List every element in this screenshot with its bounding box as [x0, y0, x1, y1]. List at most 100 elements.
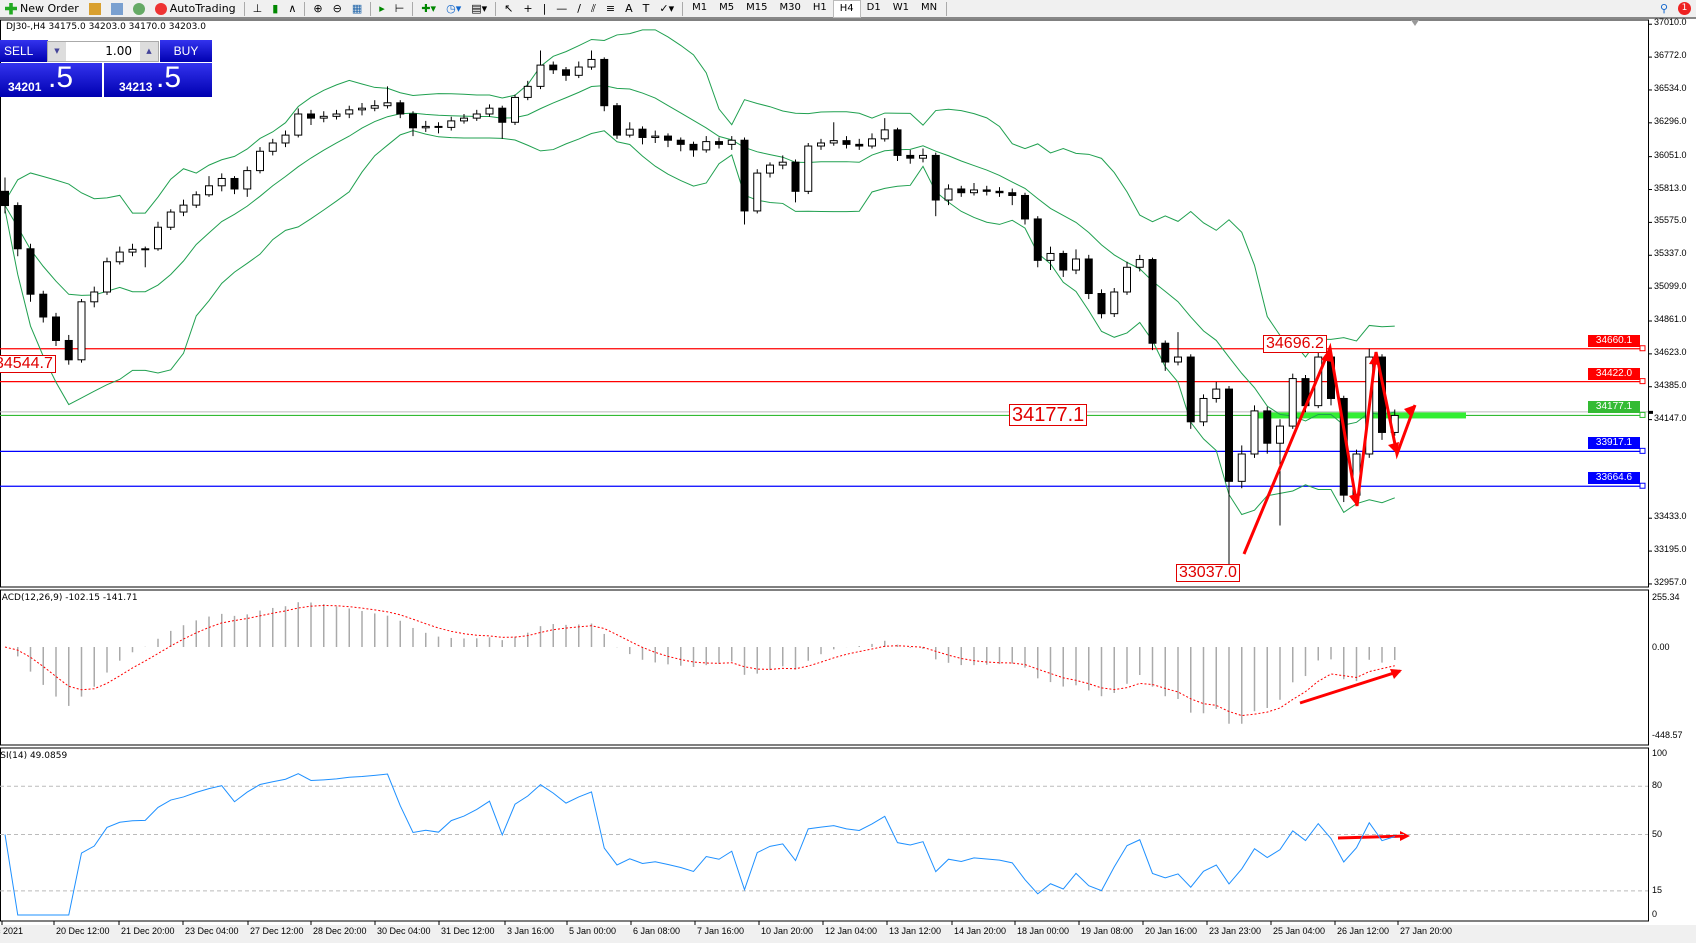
history-icon[interactable] — [88, 2, 101, 15]
level-handle[interactable] — [1639, 411, 1646, 418]
auto-trading-icon — [154, 2, 167, 15]
volume-field[interactable]: ▼ 1.00 ▲ — [47, 41, 159, 62]
crosshair-icon[interactable]: + — [523, 2, 533, 15]
candle-bull — [192, 194, 201, 206]
arrows-icon[interactable]: ✓▾ — [659, 2, 675, 15]
level-handle[interactable] — [1639, 378, 1646, 385]
time-axis-label: 19 Jan 08:00 — [1081, 926, 1134, 936]
sell-button[interactable]: SELL — [0, 40, 48, 62]
price-annotation-high[interactable]: 34696.2 — [1263, 335, 1327, 353]
chart-shift-icon[interactable]: ⊢ — [394, 2, 405, 15]
candle-bear — [39, 293, 48, 318]
price-annotation-pivot[interactable]: 34177.1 — [1009, 404, 1088, 426]
time-axis-label: 3 Jan 16:00 — [507, 926, 555, 936]
candle-bull — [1276, 425, 1284, 444]
auto-scroll-icon[interactable]: ▸ — [379, 2, 385, 15]
fibonacci-icon[interactable]: ≡ — [605, 2, 616, 15]
rsi-annotation-arrow[interactable] — [1337, 834, 1406, 840]
market-watch-icon[interactable] — [110, 2, 123, 15]
candle-bear — [307, 113, 315, 119]
candle-bear — [906, 154, 915, 159]
timeframe-m30[interactable]: M30 — [779, 1, 801, 13]
candle-bull — [511, 96, 519, 123]
search-icon[interactable]: ⚲ — [1659, 2, 1668, 15]
price-axis-label: 35575.0 — [1654, 215, 1687, 226]
candle-bull — [868, 138, 876, 147]
bar-chart-icon[interactable]: ⊥ — [252, 2, 263, 15]
level-handle[interactable] — [1639, 345, 1646, 352]
timeframe-d1[interactable]: D1 — [866, 1, 881, 13]
candle-bull — [753, 172, 762, 212]
candle-bull — [166, 211, 175, 228]
candle-bull — [1250, 410, 1259, 455]
zoom-out-icon[interactable]: ⊖ — [332, 2, 342, 15]
timeframe-m15[interactable]: M15 — [746, 1, 768, 13]
candle-bear — [52, 316, 60, 341]
annotation-zigzag-arrow[interactable] — [1242, 342, 1417, 555]
timeframe-mn[interactable]: MN — [920, 1, 938, 13]
timeframe-m5[interactable]: M5 — [719, 1, 735, 13]
candle-bull — [625, 128, 634, 136]
candle-bear — [855, 143, 864, 147]
candle-bull — [727, 139, 736, 145]
time-axis-label: 7 Jan 16:00 — [697, 926, 745, 936]
price-annotation-low[interactable]: 33037.0 — [1176, 564, 1240, 582]
volume-decrease-button[interactable]: ▼ — [48, 42, 66, 61]
price-axis-label: 33433.0 — [1654, 511, 1687, 522]
price-axis-label: 34385.0 — [1654, 379, 1687, 390]
templates-icon[interactable]: ▤▾ — [471, 2, 488, 15]
chart-header: DJ30-,H4 34175.0 34203.0 34170.0 34203.0 — [6, 22, 206, 32]
level-handle[interactable] — [1639, 447, 1646, 454]
zoom-in-icon[interactable]: ⊕ — [313, 2, 323, 15]
cursor-icon[interactable]: ↖ — [504, 2, 514, 15]
toolbar: New Order AutoTrading ⊥ ▮ ∧ ⊕ ⊖ ▦ ▸ ⊢ ✚▾… — [0, 0, 1696, 19]
candle-bear — [1186, 356, 1195, 423]
buy-price-fraction: .5 — [156, 61, 182, 94]
horizontal-line-icon[interactable]: — — [556, 2, 568, 15]
vertical-line-icon[interactable]: | — [542, 2, 547, 15]
macd-label: MACD(12,26,9) -102.15 -141.71 — [0, 593, 138, 603]
buy-button[interactable]: BUY — [160, 40, 212, 62]
level-handle[interactable] — [1639, 482, 1646, 489]
candle-bear — [1097, 293, 1106, 315]
time-axis-label: 18 Jan 00:00 — [1017, 926, 1070, 936]
signals-icon[interactable] — [132, 2, 145, 15]
trendline-icon[interactable]: / — [577, 2, 582, 15]
candle-bear — [982, 189, 991, 192]
rsi-label: RSI(14) 49.0859 — [0, 751, 68, 761]
bollinger-middle-band — [4, 85, 1395, 426]
timeframe-h4[interactable]: H4 — [832, 0, 861, 18]
candle-bull — [421, 125, 430, 129]
candle-bear — [230, 177, 239, 190]
candle-bull — [817, 142, 825, 147]
status-strip — [0, 925, 1696, 943]
equidistant-channel-icon[interactable]: ⫽ — [591, 1, 596, 15]
level-price-label: 33664.6 — [1588, 472, 1640, 485]
notification-icon[interactable]: 1 — [1673, 0, 1696, 17]
timeframe-h1[interactable]: H1 — [812, 1, 827, 13]
macd-annotation-arrow[interactable] — [1299, 669, 1401, 705]
one-click-trading-panel: SELL ▼ 1.00 ▲ BUY 34201 .5 34213 .5 — [0, 40, 212, 97]
support-zone-bar[interactable] — [1255, 412, 1466, 419]
chart-shift-marker-icon[interactable] — [1411, 20, 1419, 26]
periods-icon[interactable]: ◷▾ — [446, 2, 462, 15]
text-icon[interactable]: A — [625, 2, 633, 15]
volume-increase-button[interactable]: ▲ — [140, 42, 158, 61]
line-chart-icon[interactable]: ∧ — [288, 2, 297, 15]
sell-price-main: 34201 — [8, 80, 42, 94]
timeframe-m1[interactable]: M1 — [692, 1, 708, 13]
autotrading-button[interactable]: AutoTrading — [150, 0, 241, 17]
tile-windows-icon[interactable]: ▦ — [351, 2, 363, 15]
label-icon[interactable]: T — [642, 2, 650, 15]
sell-price[interactable]: 34201 .5 — [0, 61, 102, 97]
candle-chart-icon[interactable]: ▮ — [272, 2, 279, 15]
price-annotation-low-left[interactable]: 34544.7 — [0, 355, 56, 373]
candle-bull — [536, 64, 545, 87]
buy-price[interactable]: 34213 .5 — [104, 61, 212, 97]
new-order-button[interactable]: New Order — [0, 0, 84, 17]
indicators-icon[interactable]: ✚▾ — [421, 2, 437, 15]
timeframe-w1[interactable]: W1 — [892, 1, 909, 13]
candle-bull — [332, 113, 341, 117]
candle-bull — [1046, 252, 1055, 261]
